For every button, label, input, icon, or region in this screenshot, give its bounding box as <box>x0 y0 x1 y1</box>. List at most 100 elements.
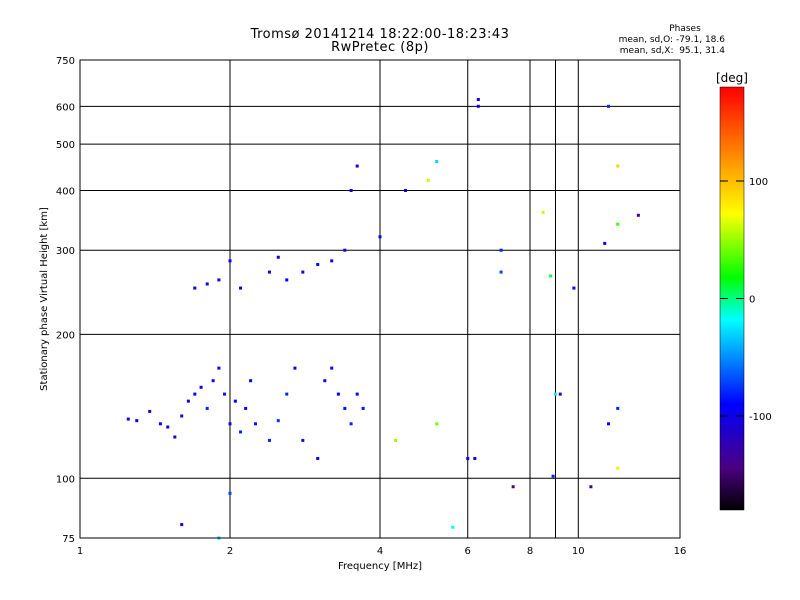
y-tick-label: 750 <box>56 56 75 67</box>
data-point <box>589 485 593 489</box>
data-point <box>476 104 480 108</box>
data-point <box>217 278 221 282</box>
data-point <box>223 392 227 396</box>
x-tick-label: 1 <box>77 546 83 557</box>
data-point <box>426 178 430 182</box>
data-point <box>228 422 232 426</box>
data-point <box>316 456 320 460</box>
chart-title-line2: RwPretec (8p) <box>331 40 429 55</box>
data-point <box>473 456 477 460</box>
data-point <box>476 98 480 102</box>
data-point <box>239 430 243 434</box>
data-point <box>186 399 190 403</box>
grid-lines <box>80 60 680 538</box>
data-point <box>193 286 197 290</box>
data-point <box>466 456 470 460</box>
data-point <box>330 259 334 263</box>
data-point <box>253 422 257 426</box>
data-point <box>616 222 620 226</box>
data-point <box>435 159 439 163</box>
colorbar-tick-label: -100 <box>749 412 772 423</box>
phase-stats: Phases mean, sd,O: -79.1, 18.6 mean, sd,… <box>600 24 725 57</box>
data-point <box>126 417 130 421</box>
data-point <box>267 270 271 274</box>
data-point <box>193 392 197 396</box>
data-point <box>616 164 620 168</box>
colorbar-ticks: 100 0 -100 <box>720 177 772 423</box>
data-point <box>301 270 305 274</box>
data-point <box>343 406 347 410</box>
data-point <box>276 419 280 423</box>
data-point <box>135 419 139 423</box>
data-point <box>239 286 243 290</box>
data-point <box>211 379 215 383</box>
data-point <box>228 491 232 495</box>
data-points <box>126 98 640 540</box>
data-point <box>205 282 209 286</box>
data-point <box>228 259 232 263</box>
y-tick-label: 400 <box>56 186 75 197</box>
data-point <box>349 422 353 426</box>
data-point <box>173 435 177 439</box>
y-tick-label: 200 <box>56 330 75 341</box>
x-tick-label: 16 <box>674 546 687 557</box>
x-tick-label: 6 <box>465 546 471 557</box>
data-point <box>244 406 248 410</box>
y-axis-ticks: 75 100 200 300 400 500 600 750 <box>56 56 75 545</box>
data-point <box>499 248 503 252</box>
x-tick-label: 10 <box>572 546 585 557</box>
data-point <box>435 422 439 426</box>
phase-o-stats: mean, sd,O: -79.1, 18.6 <box>618 35 725 45</box>
data-point <box>394 438 398 442</box>
data-point <box>355 164 359 168</box>
data-point <box>403 188 407 192</box>
x-tick-label: 2 <box>227 546 233 557</box>
data-point <box>603 241 607 245</box>
data-point <box>293 366 297 370</box>
data-point <box>616 406 620 410</box>
data-point <box>323 379 327 383</box>
data-point <box>199 385 203 389</box>
data-point <box>336 392 340 396</box>
data-point <box>607 422 611 426</box>
data-point <box>180 414 184 418</box>
y-tick-label: 100 <box>56 474 75 485</box>
data-point <box>551 474 555 478</box>
data-point <box>285 392 289 396</box>
colorbar-tick-label: 0 <box>749 295 755 306</box>
data-point <box>205 406 209 410</box>
data-point <box>285 278 289 282</box>
data-point <box>607 104 611 108</box>
data-point <box>249 379 253 383</box>
plot-frame <box>79 59 681 539</box>
y-tick-label: 300 <box>56 246 75 257</box>
colorbar-unit: [deg] <box>716 71 748 85</box>
data-point <box>343 248 347 252</box>
data-point <box>301 438 305 442</box>
data-point <box>276 255 280 259</box>
data-point <box>158 422 162 426</box>
x-tick-label: 8 <box>527 546 533 557</box>
data-point <box>217 366 221 370</box>
data-point <box>616 466 620 470</box>
x-axis-ticks: 1 2 4 6 8 10 16 <box>77 546 687 557</box>
x-tick-label: 4 <box>377 546 383 557</box>
data-point <box>316 263 320 267</box>
x-axis-label: Frequency [MHz] <box>338 561 422 572</box>
data-point <box>361 406 365 410</box>
phase-x-stats: mean, sd,X: 95.1, 31.4 <box>619 46 725 56</box>
y-tick-label: 600 <box>56 102 75 113</box>
colorbar-tick-label: 100 <box>749 177 768 188</box>
data-point <box>180 523 184 527</box>
data-point <box>355 392 359 396</box>
chart-title-line1: Tromsø 20141214 18:22:00-18:23:43 <box>250 27 510 42</box>
y-tick-label: 500 <box>56 140 75 151</box>
data-point <box>549 274 553 278</box>
data-point <box>511 485 515 489</box>
data-point <box>148 409 152 413</box>
phase-header: Phases <box>669 24 701 34</box>
data-point <box>267 438 271 442</box>
data-point <box>166 425 170 429</box>
data-point <box>553 392 557 396</box>
